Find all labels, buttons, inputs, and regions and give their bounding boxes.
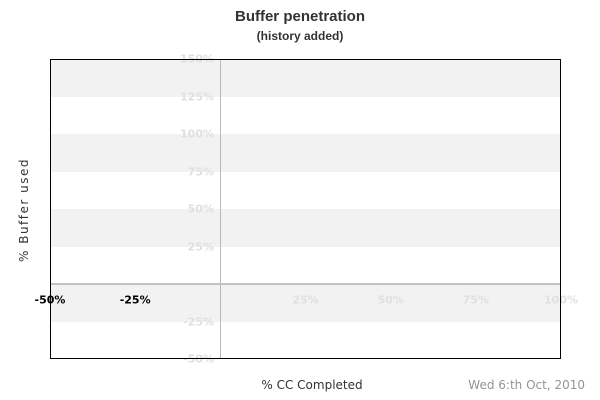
x-axis-title: % CC Completed bbox=[261, 378, 363, 392]
grid-band bbox=[50, 59, 561, 97]
y-axis-title: % Buffer used bbox=[17, 158, 31, 262]
y-tick-label: 100% bbox=[180, 127, 214, 141]
x-tick-label: 100% bbox=[544, 293, 578, 307]
y-tick-label: 50% bbox=[187, 202, 214, 216]
x-tick-label: 75% bbox=[462, 293, 489, 307]
y-tick-label: 25% bbox=[187, 240, 214, 253]
plot-area bbox=[50, 59, 561, 359]
y-tick-label: -50% bbox=[183, 352, 214, 366]
grid-band bbox=[50, 171, 561, 209]
date-label: Wed 6:th Oct, 2010 bbox=[468, 378, 585, 392]
grid-band bbox=[50, 209, 561, 247]
y-tick-label: -25% bbox=[183, 315, 214, 328]
zero-gridline-vertical bbox=[220, 59, 222, 359]
x-tick-label: -25% bbox=[119, 293, 151, 307]
y-tick-label: 75% bbox=[187, 165, 214, 178]
grid-band bbox=[50, 246, 561, 284]
y-tick-label: 125% bbox=[180, 90, 214, 103]
grid-band bbox=[50, 284, 561, 322]
plot-border bbox=[50, 59, 561, 359]
grid-band bbox=[50, 134, 561, 172]
grid-band bbox=[50, 321, 561, 359]
chart-subtitle: (history added) bbox=[256, 29, 344, 43]
chart-title: Buffer penetration bbox=[234, 8, 365, 25]
zero-gridline-horizontal bbox=[50, 283, 561, 285]
x-tick-label: 25% bbox=[292, 293, 319, 307]
grid-band bbox=[50, 96, 561, 134]
x-tick-label: 50% bbox=[377, 293, 404, 307]
